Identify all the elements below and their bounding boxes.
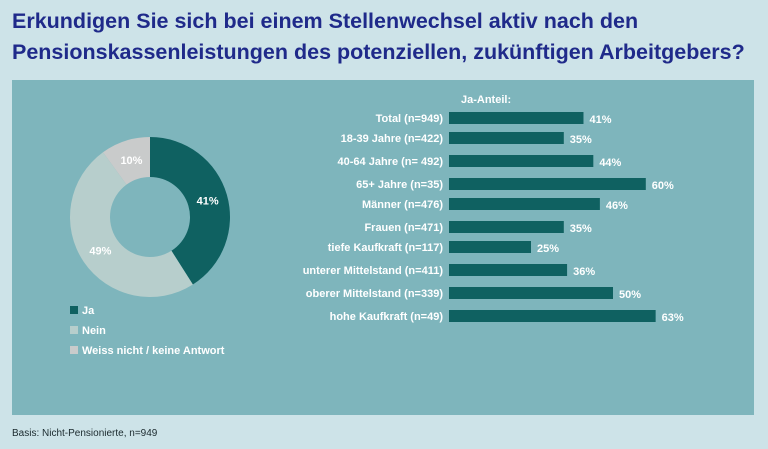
bar-category-frauen-n-471: Frauen (n=471) bbox=[364, 222, 443, 234]
bar-total-n-949 bbox=[449, 112, 584, 124]
footnote: Basis: Nicht-Pensionierte, n=949 bbox=[12, 428, 158, 439]
bar-category-65-jahre-n-35: 65+ Jahre (n=35) bbox=[356, 179, 443, 191]
bar-40-64-jahre-n-492 bbox=[449, 155, 594, 167]
bar-maenner-n-476 bbox=[449, 198, 600, 210]
donut-slice-weiss-nicht-keine-antwort bbox=[102, 137, 150, 185]
legend-swatch-nein bbox=[70, 326, 78, 334]
bar-unterer-mittelstand-n-411 bbox=[449, 264, 568, 276]
bar-value-40-64-jahre-n-492: 44% bbox=[599, 157, 621, 169]
bar-category-18-39-jahre-n-422: 18-39 Jahre (n=422) bbox=[341, 133, 444, 145]
donut-label-nein: 49% bbox=[89, 246, 111, 258]
bar-category-hohe-kaufkraft-n-49: hohe Kaufkraft (n=49) bbox=[330, 311, 444, 323]
legend-swatch-ja bbox=[70, 306, 78, 314]
title-line-2: Pensionskassenleistungen des potenzielle… bbox=[12, 40, 745, 64]
bar-value-65-jahre-n-35: 60% bbox=[652, 180, 674, 192]
bar-value-18-39-jahre-n-422: 35% bbox=[570, 134, 592, 146]
bar-value-oberer-mittelstand-n-339: 50% bbox=[619, 289, 641, 301]
bar-value-hohe-kaufkraft-n-49: 63% bbox=[662, 312, 684, 324]
legend-label-nein: Nein bbox=[82, 325, 106, 337]
bar-value-total-n-949: 41% bbox=[589, 114, 611, 126]
bar-18-39-jahre-n-422 bbox=[449, 132, 564, 144]
bar-65-jahre-n-35 bbox=[449, 178, 646, 190]
title-line-1: Erkundigen Sie sich bei einem Stellenwec… bbox=[12, 9, 639, 33]
bar-value-maenner-n-476: 46% bbox=[606, 200, 628, 212]
bar-category-oberer-mittelstand-n-339: oberer Mittelstand (n=339) bbox=[306, 288, 444, 300]
bar-oberer-mittelstand-n-339 bbox=[449, 287, 613, 299]
legend-label-ja: Ja bbox=[82, 305, 95, 317]
chart-area: 41% 49% 10% Ja Nein Weiss nicht / keine Antw… bbox=[69, 94, 684, 357]
donut-legend: Ja Nein Weiss nicht / keine Antwort bbox=[70, 305, 225, 357]
legend-label-weiss-nicht-keine-antwort: Weiss nicht / keine Antwort bbox=[82, 345, 225, 357]
bar-value-frauen-n-471: 35% bbox=[570, 223, 592, 235]
bar-category-total-n-949: Total (n=949) bbox=[376, 113, 444, 125]
donut-slice-nein bbox=[69, 152, 193, 298]
donut-chart: 41% 49% 10% bbox=[69, 137, 230, 298]
donut-slice-ja bbox=[150, 137, 230, 285]
bar-tiefe-kaufkraft-n-117 bbox=[449, 241, 531, 253]
bar-value-tiefe-kaufkraft-n-117: 25% bbox=[537, 243, 559, 255]
donut-label-weiss-nicht-keine-antwort: 10% bbox=[120, 155, 142, 167]
bar-category-tiefe-kaufkraft-n-117: tiefe Kaufkraft (n=117) bbox=[328, 242, 444, 254]
bar-value-unterer-mittelstand-n-411: 36% bbox=[573, 266, 595, 278]
bar-category-40-64-jahre-n-492: 40-64 Jahre (n= 492) bbox=[338, 156, 444, 168]
bar-category-unterer-mittelstand-n-411: unterer Mittelstand (n=411) bbox=[303, 265, 444, 277]
donut-label-ja: 41% bbox=[197, 195, 219, 207]
chart-title: Erkundigen Sie sich bei einem Stellenwec… bbox=[12, 6, 762, 68]
bar-chart: Ja-Anteil: Total (n=949) 41% 18-39 Jahre (n… bbox=[303, 94, 684, 324]
bar-header: Ja-Anteil: bbox=[461, 94, 511, 106]
chart-panel: 41% 49% 10% Ja Nein Weiss nicht / keine Antw… bbox=[12, 80, 754, 415]
bar-hohe-kaufkraft-n-49 bbox=[449, 310, 656, 322]
bar-category-maenner-n-476: Männer (n=476) bbox=[362, 199, 443, 211]
legend-swatch-weiss-nicht-keine-antwort bbox=[70, 346, 78, 354]
bar-frauen-n-471 bbox=[449, 221, 564, 233]
